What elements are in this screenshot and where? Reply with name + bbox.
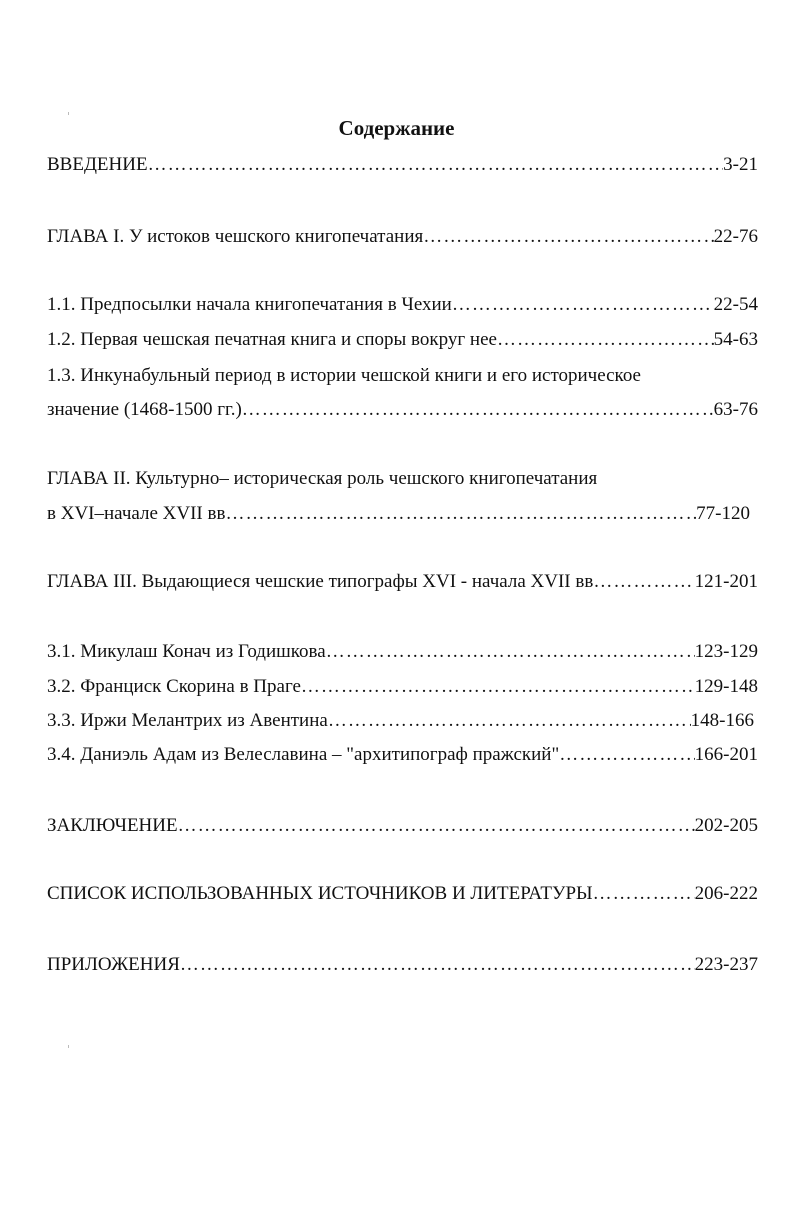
toc-entry-pages: 148-166 <box>690 708 754 734</box>
toc-entry-pages: 129-148 <box>694 674 758 700</box>
toc-entry-3-4: 3.4. Даниэль Адам из Велеславина – "архи… <box>47 742 758 768</box>
page-title: Содержание <box>338 116 455 140</box>
dot-leader <box>452 292 714 318</box>
toc-entry-pages: 63-76 <box>713 397 758 423</box>
dot-leader <box>328 708 691 734</box>
toc-entry-label: ВВЕДЕНИЕ <box>47 154 148 175</box>
toc-entry-pages: 166-201 <box>694 742 758 768</box>
toc-entry-pages: 22-54 <box>713 292 758 318</box>
toc-entry-3-3: 3.3. Иржи Мелантрих из Авентина 148-166 <box>47 708 754 734</box>
toc-entry-1-3: значение (1468-1500 гг.) 63-76 <box>47 397 758 423</box>
dot-leader <box>593 569 694 595</box>
dot-leader <box>593 881 695 907</box>
toc-entry-chapter-2-first-line: ГЛАВА II. Культурно– историческая роль ч… <box>47 468 598 489</box>
scan-mark <box>68 1045 69 1048</box>
toc-entry-label: 3.4. Даниэль Адам из Велеславина – "архи… <box>47 744 560 765</box>
toc-entry-label: значение (1468-1500 гг.) <box>47 399 242 420</box>
toc-entry-1-1: 1.1. Предпосылки начала книгопечатания в… <box>47 292 758 318</box>
toc-entry-label: ПРИЛОЖЕНИЯ <box>47 954 180 975</box>
toc-entry-label: 3.2. Франциск Скорина в Праге <box>47 676 301 697</box>
toc-entry-label: СПИСОК ИСПОЛЬЗОВАННЫХ ИСТОЧНИКОВ И ЛИТЕР… <box>47 883 593 904</box>
dot-leader <box>148 152 724 178</box>
toc-entry-introduction: ВВЕДЕНИЕ 3-21 <box>47 152 758 178</box>
toc-entry-label: 1.2. Первая чешская печатная книга и спо… <box>47 329 497 350</box>
toc-entry-1-3-first-line: 1.3. Инкунабульный период в истории чешс… <box>47 365 641 386</box>
toc-entry-pages: 77-120 <box>696 501 750 527</box>
dot-leader <box>326 639 695 665</box>
toc-entry-1-2: 1.2. Первая чешская печатная книга и спо… <box>47 327 758 353</box>
toc-entry-pages: 22-76 <box>713 224 758 250</box>
toc-entry-bibliography: СПИСОК ИСПОЛЬЗОВАННЫХ ИСТОЧНИКОВ И ЛИТЕР… <box>47 881 758 907</box>
toc-entry-pages: 54-63 <box>713 327 758 353</box>
scan-mark <box>68 112 69 115</box>
toc-entry-appendices: ПРИЛОЖЕНИЯ 223-237 <box>47 952 758 978</box>
dot-leader <box>559 742 694 768</box>
toc-entry-chapter-2: в XVI–начале XVII вв 77-120 <box>47 501 750 527</box>
dot-leader <box>178 813 695 839</box>
dot-leader <box>423 224 713 250</box>
toc-entry-label: ЗАКЛЮЧЕНИЕ <box>47 815 178 836</box>
toc-entry-3-2: 3.2. Франциск Скорина в Праге 129-148 <box>47 674 758 700</box>
toc-entry-pages: 123-129 <box>694 639 758 665</box>
toc-entry-3-1: 3.1. Микулаш Конач из Годишкова 123-129 <box>47 639 758 665</box>
dot-leader <box>242 397 714 423</box>
toc-entry-label: ГЛАВА III. Выдающиеся чешские типографы … <box>47 571 594 592</box>
dot-leader <box>180 952 695 978</box>
toc-entry-label: ГЛАВА I. У истоков чешского книгопечатан… <box>47 226 424 247</box>
toc-entry-pages: 3-21 <box>723 152 758 178</box>
toc-entry-label: в XVI–начале XVII вв <box>47 503 226 524</box>
toc-entry-chapter-1: ГЛАВА I. У истоков чешского книгопечатан… <box>47 224 758 250</box>
toc-entry-pages: 223-237 <box>694 952 758 978</box>
toc-entry-pages: 202-205 <box>694 813 758 839</box>
toc-entry-pages: 206-222 <box>694 881 758 907</box>
toc-entry-label: 1.1. Предпосылки начала книгопечатания в… <box>47 294 452 315</box>
toc-entry-label: 3.3. Иржи Мелантрих из Авентина <box>47 710 328 731</box>
toc-entry-chapter-3: ГЛАВА III. Выдающиеся чешские типографы … <box>47 569 758 595</box>
dot-leader <box>497 327 714 353</box>
toc-entry-conclusion: ЗАКЛЮЧЕНИЕ 202-205 <box>47 813 758 839</box>
toc-entry-label: 3.1. Микулаш Конач из Годишкова <box>47 641 326 662</box>
dot-leader <box>225 501 696 527</box>
toc-entry-pages: 121-201 <box>694 569 758 595</box>
dot-leader <box>301 674 695 700</box>
